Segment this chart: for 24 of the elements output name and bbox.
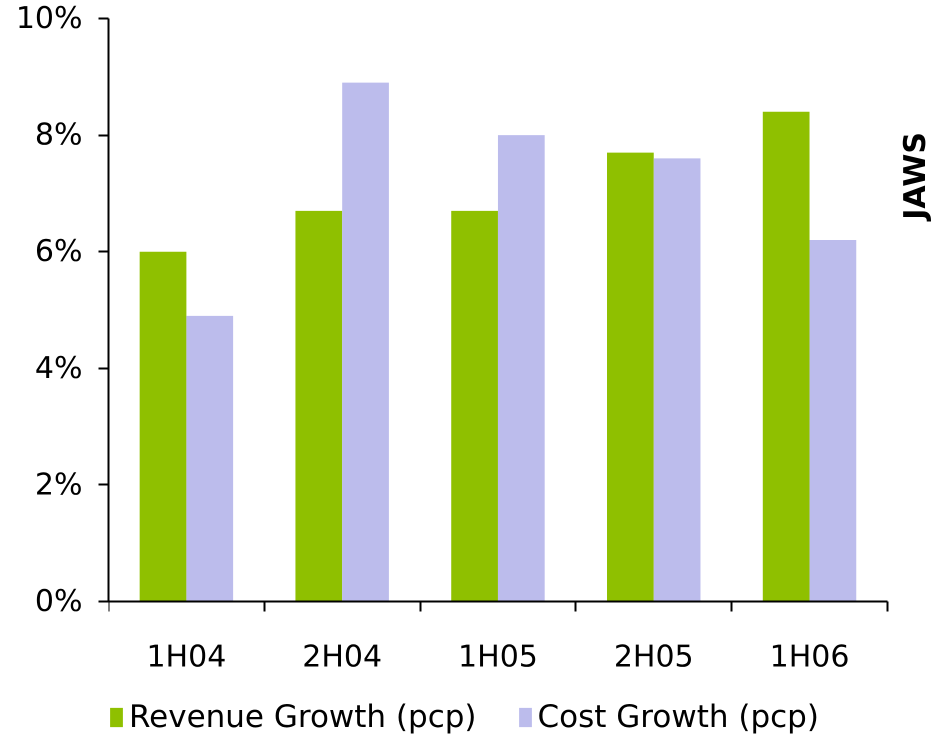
x-tick-label: 1H05 bbox=[458, 640, 538, 674]
bar bbox=[186, 316, 234, 602]
x-tick-label: 1H04 bbox=[146, 640, 226, 674]
bar bbox=[762, 112, 810, 602]
y-tick-label: 6% bbox=[34, 234, 82, 270]
bar bbox=[295, 210, 342, 602]
bar bbox=[607, 152, 654, 602]
bar bbox=[810, 240, 856, 602]
y-tick-label: 10% bbox=[16, 1, 83, 36]
y-tick-label: 8% bbox=[34, 118, 82, 153]
bar bbox=[498, 135, 545, 602]
bar bbox=[654, 158, 700, 602]
y-tick-label: 4% bbox=[34, 350, 82, 386]
y-tick-label: 0% bbox=[34, 584, 82, 619]
y-tick-label: 2% bbox=[34, 467, 82, 502]
x-tick-label: 2H05 bbox=[614, 640, 694, 674]
x-tick-label: 2H04 bbox=[302, 640, 382, 674]
legend-label: Revenue Growth (pcp) bbox=[129, 699, 477, 735]
bar bbox=[342, 82, 389, 602]
x-tick-label: 1H06 bbox=[770, 640, 850, 674]
text: JAWS bbox=[898, 132, 933, 222]
legend-label: Cost Growth (pcp) bbox=[538, 699, 819, 735]
bar bbox=[140, 252, 186, 602]
bar bbox=[451, 210, 498, 602]
